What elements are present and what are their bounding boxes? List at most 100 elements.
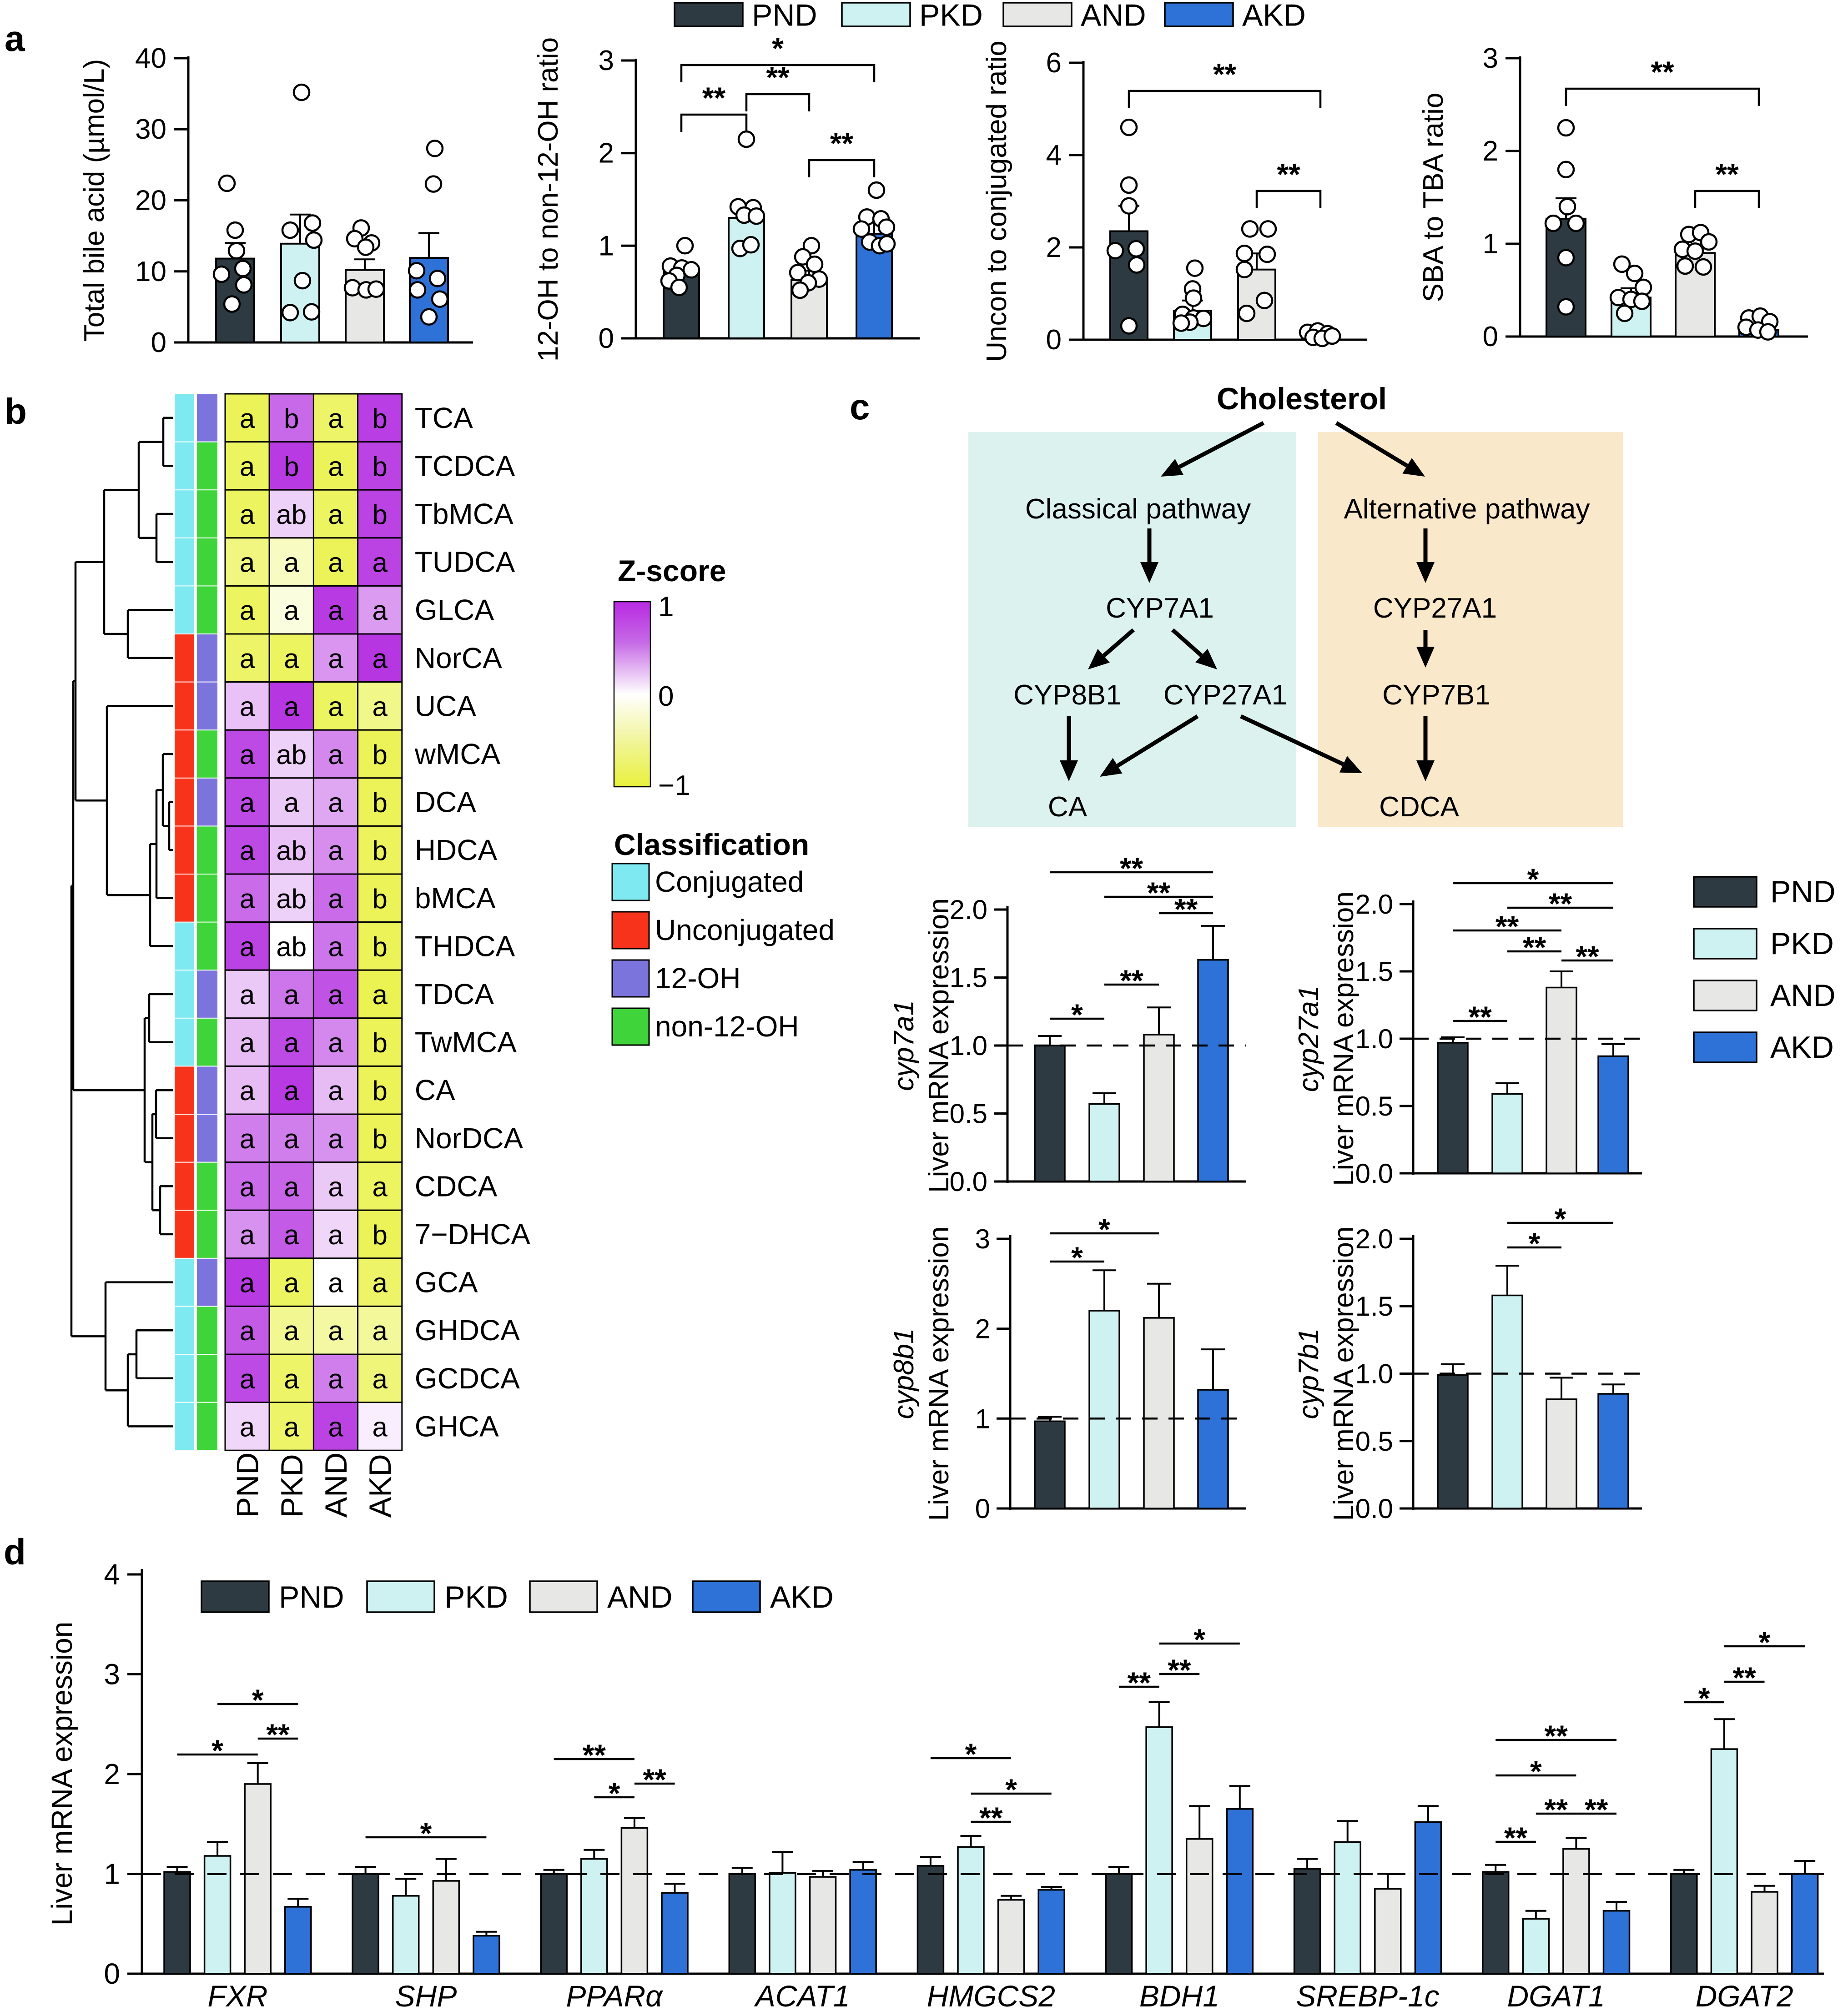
svg-text:AKD: AKD (363, 1454, 398, 1518)
svg-text:a: a (240, 451, 255, 482)
svg-text:HDCA: HDCA (415, 834, 498, 866)
svg-text:a: a (373, 644, 388, 674)
svg-text:a: a (373, 595, 388, 626)
svg-text:2: 2 (599, 138, 614, 169)
svg-text:PKD: PKD (275, 1454, 309, 1518)
svg-text:a: a (240, 548, 255, 578)
svg-text:GCDCA: GCDCA (415, 1362, 520, 1395)
svg-text:a: a (240, 595, 255, 626)
svg-text:Liver mRNA expression: Liver mRNA expression (923, 1227, 955, 1521)
svg-text:a: a (284, 980, 299, 1010)
svg-text:a: a (284, 788, 299, 818)
svg-text:AND: AND (607, 1580, 673, 1614)
svg-text:a: a (328, 788, 343, 818)
svg-text:*: * (1555, 1202, 1566, 1236)
svg-text:a: a (284, 1220, 299, 1250)
svg-text:**: ** (1147, 876, 1171, 910)
svg-text:TDCA: TDCA (415, 978, 494, 1011)
svg-text:a: a (284, 1124, 299, 1154)
svg-text:a: a (328, 884, 343, 914)
svg-text:a: a (240, 788, 255, 818)
svg-text:a: a (328, 931, 343, 962)
svg-text:0: 0 (1046, 324, 1062, 356)
svg-text:UCA: UCA (415, 689, 476, 722)
svg-text:b: b (373, 931, 388, 962)
svg-text:*: * (1071, 998, 1083, 1031)
svg-text:b: b (373, 1220, 388, 1250)
svg-text:0.5: 0.5 (950, 1099, 987, 1129)
svg-text:a: a (240, 1268, 255, 1298)
svg-text:b: b (373, 739, 388, 770)
svg-text:CYP7A1: CYP7A1 (1106, 593, 1214, 624)
svg-text:12-OH: 12-OH (655, 962, 741, 995)
svg-text:1.5: 1.5 (1355, 1291, 1393, 1322)
svg-text:PPARα: PPARα (566, 1979, 664, 2013)
svg-text:ab: ab (276, 931, 307, 962)
svg-text:GLCA: GLCA (415, 593, 494, 626)
svg-text:30: 30 (135, 114, 166, 145)
svg-text:cyp7a1: cyp7a1 (888, 1000, 920, 1091)
svg-text:**: ** (766, 60, 790, 94)
svg-text:2: 2 (104, 1758, 120, 1790)
svg-text:a: a (328, 1412, 343, 1442)
svg-text:Total bile acid (µmol/L): Total bile acid (µmol/L) (79, 59, 110, 342)
svg-text:a: a (328, 451, 343, 482)
svg-text:*: * (1098, 1212, 1110, 1246)
svg-text:GCA: GCA (415, 1266, 478, 1299)
svg-text:Liver mRNA expression: Liver mRNA expression (45, 1622, 78, 1926)
svg-text:CDCA: CDCA (1379, 791, 1459, 823)
svg-text:a: a (284, 644, 299, 674)
svg-text:**: ** (1544, 1793, 1568, 1826)
svg-text:cyp7b1: cyp7b1 (1293, 1328, 1324, 1419)
svg-text:DCA: DCA (415, 786, 476, 819)
svg-text:PKD: PKD (444, 1580, 508, 1614)
svg-text:Unconjugated: Unconjugated (655, 914, 835, 946)
svg-text:*: * (772, 31, 784, 65)
svg-text:ACAT1: ACAT1 (754, 1979, 850, 2013)
svg-text:a: a (240, 1412, 255, 1442)
svg-text:**: ** (1504, 1821, 1528, 1855)
svg-text:Liver mRNA expression: Liver mRNA expression (1328, 891, 1360, 1186)
svg-text:a: a (328, 548, 343, 578)
svg-text:2.0: 2.0 (950, 895, 987, 925)
svg-text:TbMCA: TbMCA (415, 498, 514, 530)
svg-text:4: 4 (104, 1558, 120, 1591)
svg-text:a: a (240, 1076, 255, 1106)
svg-text:Classical pathway: Classical pathway (1025, 493, 1251, 525)
svg-text:SBA to TBA ratio: SBA to TBA ratio (1418, 93, 1449, 302)
svg-text:*: * (1698, 1681, 1710, 1715)
svg-text:Classification: Classification (614, 828, 809, 861)
svg-text:3: 3 (975, 1224, 990, 1254)
svg-text:**: ** (1715, 157, 1739, 191)
svg-text:CYP7B1: CYP7B1 (1382, 679, 1490, 711)
svg-text:TCA: TCA (415, 402, 473, 434)
svg-text:TUDCA: TUDCA (415, 546, 515, 578)
svg-text:TwMCA: TwMCA (415, 1026, 517, 1059)
svg-text:a: a (328, 739, 343, 770)
svg-text:ab: ab (276, 884, 307, 914)
svg-text:b: b (373, 1076, 388, 1106)
svg-text:**: ** (1523, 930, 1546, 964)
svg-text:−1: −1 (658, 770, 690, 801)
svg-text:a: a (284, 1268, 299, 1298)
svg-text:a: a (240, 1316, 255, 1346)
svg-text:*: * (609, 1776, 620, 1810)
svg-text:Uncon to conjugated ratio: Uncon to conjugated ratio (981, 40, 1012, 362)
svg-text:b: b (373, 451, 388, 482)
svg-text:ab: ab (276, 835, 307, 866)
svg-text:b: b (373, 403, 388, 434)
svg-text:ab: ab (276, 499, 307, 530)
svg-text:a: a (373, 691, 388, 722)
svg-text:b: b (284, 451, 299, 482)
svg-text:a: a (284, 1364, 299, 1394)
svg-text:**: ** (643, 1763, 667, 1796)
svg-text:**: ** (1585, 1793, 1608, 1826)
svg-text:a: a (328, 1364, 343, 1394)
svg-text:*: * (211, 1734, 223, 1767)
svg-text:PKD: PKD (919, 0, 983, 33)
svg-text:a: a (373, 1316, 388, 1346)
svg-text:*: * (1527, 862, 1539, 896)
svg-text:Alternative pathway: Alternative pathway (1344, 493, 1590, 525)
svg-text:a: a (240, 884, 255, 914)
svg-text:**: ** (1120, 964, 1143, 997)
